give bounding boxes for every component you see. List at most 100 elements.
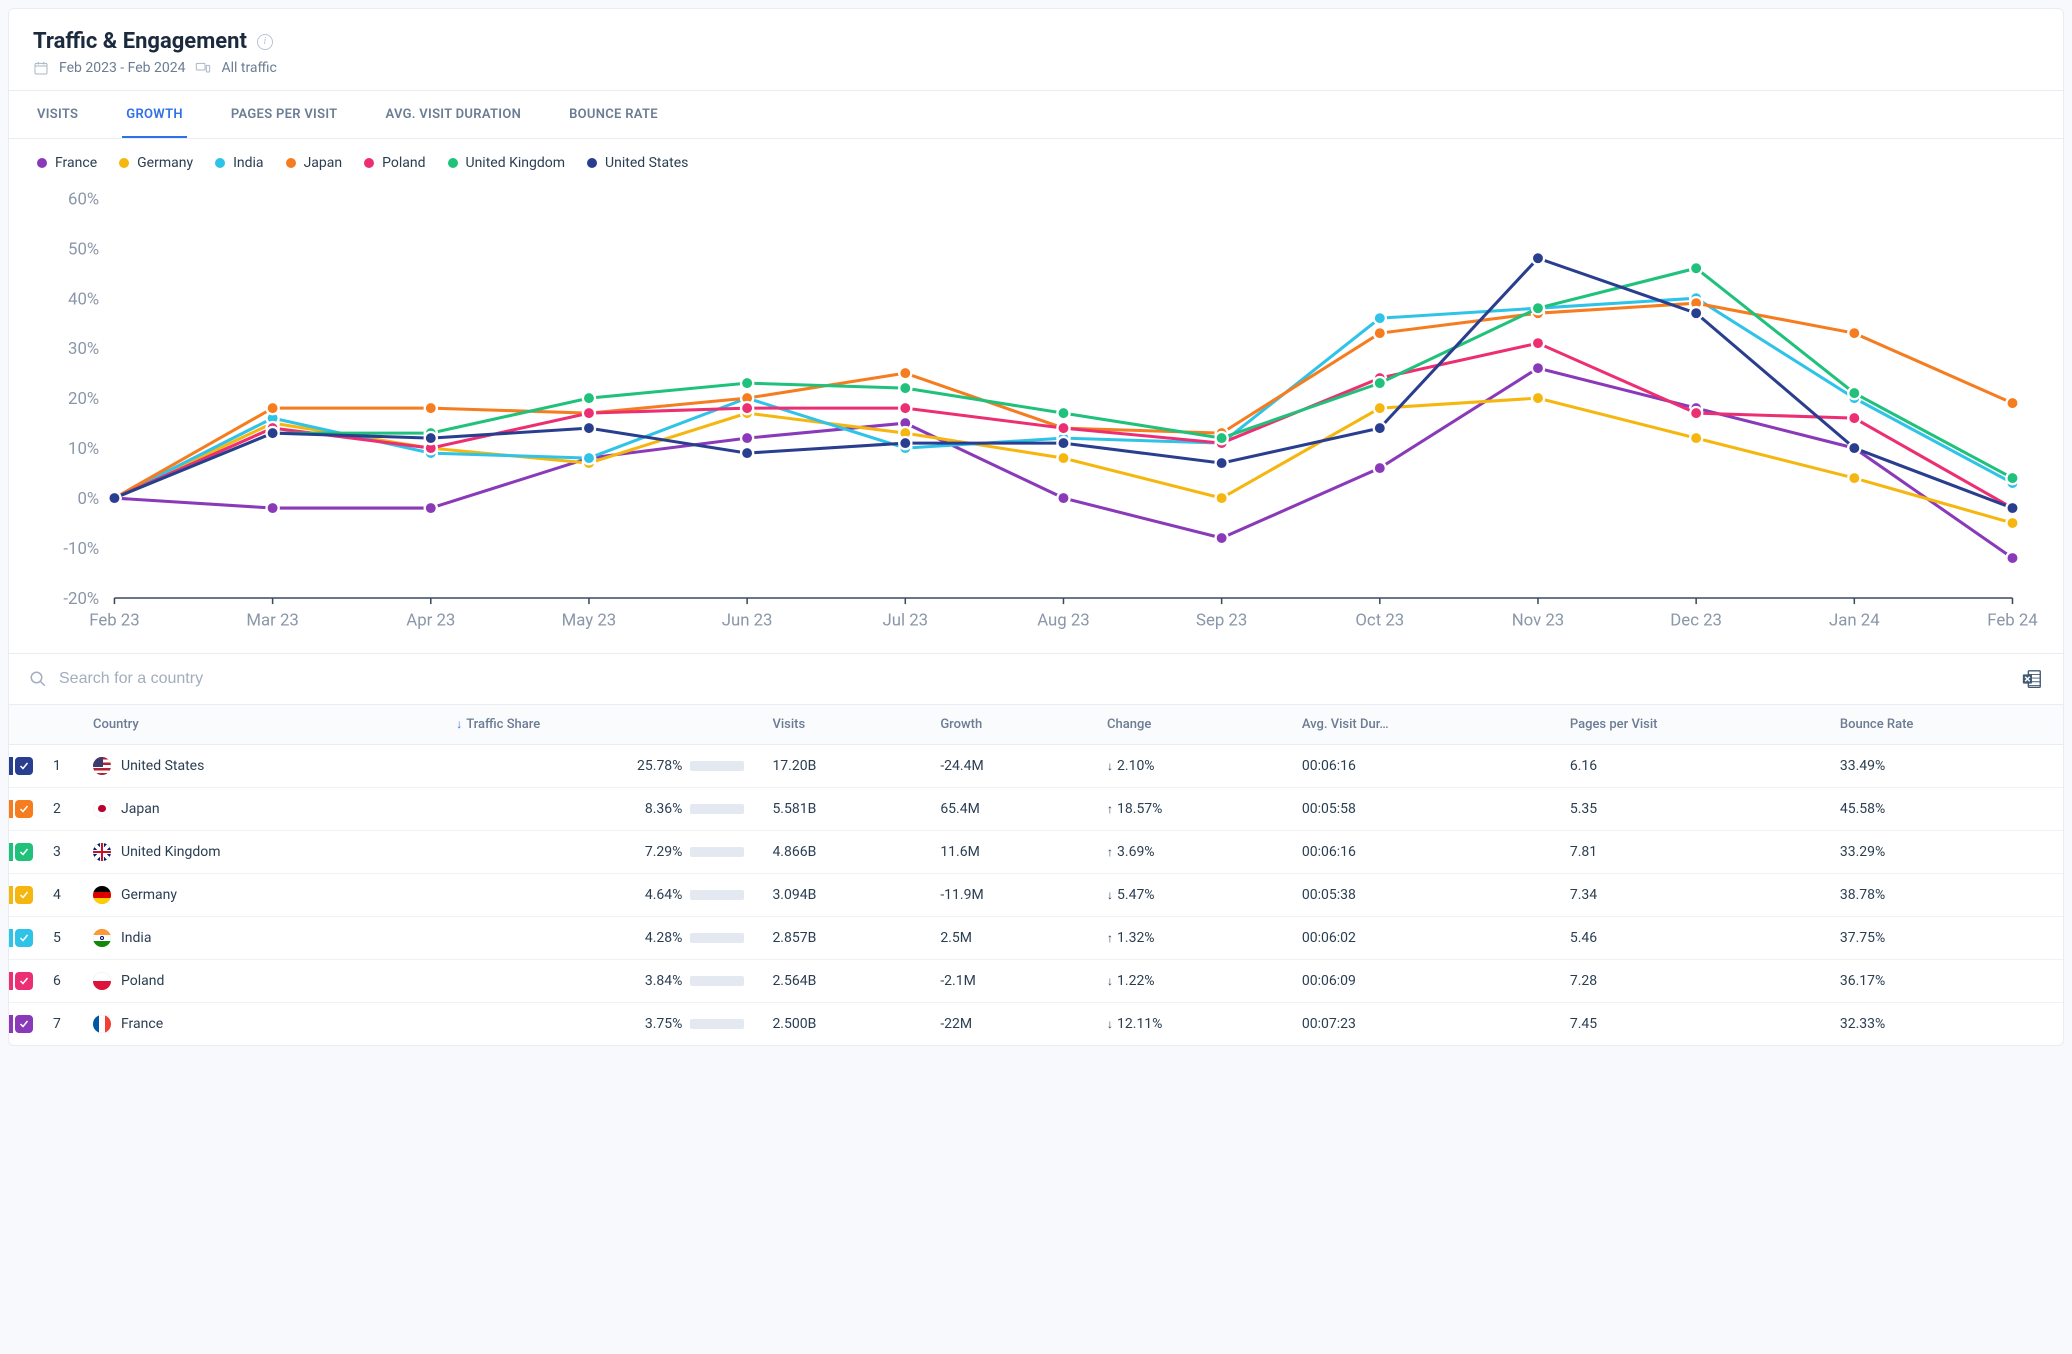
country-search-input[interactable] [59,670,2021,688]
date-range: Feb 2023 - Feb 2024 [59,60,185,76]
change-value: ↓1.22% [1093,959,1288,1002]
row-checkbox[interactable] [15,886,33,904]
legend-dot [587,158,597,168]
duration-value: 00:06:16 [1288,830,1556,873]
tab-bounce-rate[interactable]: BOUNCE RATE [565,91,662,138]
row-checkbox[interactable] [15,843,33,861]
table-row[interactable]: 7France3.75%2.500B-22M↓12.11%00:07:237.4… [9,1002,2063,1045]
svg-text:Aug 23: Aug 23 [1037,610,1090,630]
svg-text:20%: 20% [68,389,99,409]
col-header[interactable]: Change [1093,704,1288,744]
country-cell[interactable]: France [93,1015,428,1033]
country-name: United States [121,758,204,774]
chart-legend: France Germany India Japan Poland United King… [9,139,2063,175]
svg-text:40%: 40% [68,289,99,309]
table-row[interactable]: 3United Kingdom7.29%4.866B11.6M↑3.69%00:… [9,830,2063,873]
legend-item[interactable]: Poland [364,155,425,171]
row-checkbox[interactable] [15,929,33,947]
row-checkbox[interactable] [15,757,33,775]
col-header[interactable]: Avg. Visit Dur… [1288,704,1556,744]
svg-text:May 23: May 23 [562,610,617,630]
legend-item[interactable]: United Kingdom [448,155,566,171]
row-checkbox[interactable] [15,972,33,990]
tab-visits[interactable]: VISITS [33,91,82,138]
traffic-share-bar [690,890,744,900]
flag-icon [93,1015,111,1033]
svg-text:10%: 10% [68,439,99,459]
legend-item[interactable]: France [37,155,97,171]
traffic-share-value: 4.28% [645,930,683,946]
visits-value: 2.564B [758,959,926,1002]
country-cell[interactable]: United Kingdom [93,843,428,861]
table-row[interactable]: 4Germany4.64%3.094B-11.9M↓5.47%00:05:387… [9,873,2063,916]
svg-text:Jun 23: Jun 23 [722,610,773,630]
bounce-value: 38.78% [1826,873,2063,916]
ppv-value: 6.16 [1556,744,1826,787]
legend-label: Poland [382,155,425,171]
export-excel-icon[interactable] [2021,668,2043,690]
col-header[interactable]: Pages per Visit [1556,704,1826,744]
table-row[interactable]: 5India4.28%2.857B2.5M↑1.32%00:06:025.463… [9,916,2063,959]
visits-value: 2.857B [758,916,926,959]
legend-dot [119,158,129,168]
change-value: ↑1.32% [1093,916,1288,959]
ppv-value: 7.34 [1556,873,1826,916]
col-header[interactable]: Growth [926,704,1093,744]
legend-label: France [55,155,97,171]
legend-dot [215,158,225,168]
rank-cell: 2 [39,787,79,830]
growth-value: -2.1M [926,959,1093,1002]
legend-item[interactable]: United States [587,155,688,171]
bounce-value: 37.75% [1826,916,2063,959]
table-row[interactable]: 6Poland3.84%2.564B-2.1M↓1.22%00:06:097.2… [9,959,2063,1002]
legend-item[interactable]: India [215,155,263,171]
change-arrow-icon: ↑ [1107,931,1113,945]
country-name: Poland [121,973,164,989]
legend-item[interactable]: Germany [119,155,193,171]
row-checkbox[interactable] [15,1015,33,1033]
row-checkbox[interactable] [15,800,33,818]
change-arrow-icon: ↑ [1107,802,1113,816]
table-row[interactable]: 2Japan8.36%5.581B65.4M↑18.57%00:05:585.3… [9,787,2063,830]
table-toolbar [9,653,2063,704]
country-name: United Kingdom [121,844,221,860]
device-icon [195,60,211,76]
traffic-share-value: 7.29% [645,844,683,860]
country-cell[interactable]: India [93,929,428,947]
tab-pages-per-visit[interactable]: PAGES PER VISIT [227,91,342,138]
flag-icon [93,929,111,947]
country-cell[interactable]: Poland [93,972,428,990]
country-name: India [121,930,151,946]
ppv-value: 5.35 [1556,787,1826,830]
svg-text:Dec 23: Dec 23 [1670,610,1722,630]
duration-value: 00:05:38 [1288,873,1556,916]
col-header[interactable]: Country [79,704,442,744]
svg-text:Feb 24: Feb 24 [1987,610,2038,630]
country-cell[interactable]: Germany [93,886,428,904]
country-cell[interactable]: United States [93,757,428,775]
ppv-value: 7.45 [1556,1002,1826,1045]
bounce-value: 36.17% [1826,959,2063,1002]
traffic-share-bar [690,804,744,814]
legend-item[interactable]: Japan [286,155,343,171]
bounce-value: 45.58% [1826,787,2063,830]
traffic-share-value: 25.78% [637,758,682,774]
tab-growth[interactable]: GROWTH [122,91,187,138]
flag-icon [93,843,111,861]
growth-value: 65.4M [926,787,1093,830]
info-icon[interactable]: i [257,34,273,50]
svg-text:Jan 24: Jan 24 [1829,610,1880,630]
legend-dot [364,158,374,168]
visits-value: 17.20B [758,744,926,787]
col-header[interactable]: ↓Traffic Share [442,704,758,744]
legend-label: United States [605,155,688,171]
duration-value: 00:06:09 [1288,959,1556,1002]
col-header[interactable]: Visits [758,704,926,744]
sort-arrow-icon: ↓ [456,717,462,731]
table-row[interactable]: 1United States25.78%17.20B-24.4M↓2.10%00… [9,744,2063,787]
country-cell[interactable]: Japan [93,800,428,818]
rank-cell: 7 [39,1002,79,1045]
tab-avg-visit-duration[interactable]: AVG. VISIT DURATION [381,91,525,138]
col-header[interactable]: Bounce Rate [1826,704,2063,744]
change-arrow-icon: ↓ [1107,974,1113,988]
